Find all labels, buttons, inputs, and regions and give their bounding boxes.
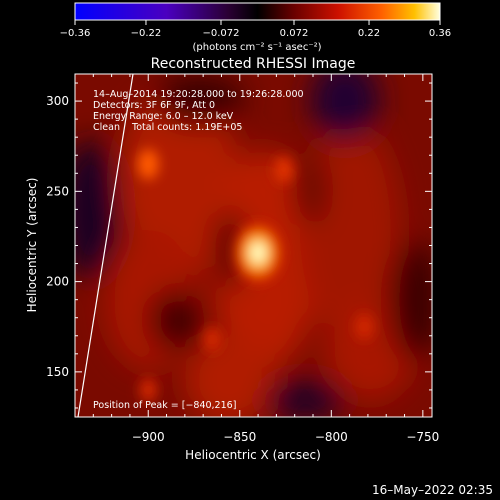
annotation-detectors: Detectors: 3F 6F 9F, Att 0 (93, 100, 215, 111)
x-tick-label: −800 (315, 430, 348, 444)
colorbar-tick-label: 0.36 (429, 28, 451, 39)
colorbar (74, 2, 441, 21)
colorbar-tick-label: −0.22 (131, 28, 162, 39)
footer-timestamp: 16–May–2022 02:35 (372, 483, 493, 497)
colorbar-units: (photons cm⁻² s⁻¹ asec⁻²) (192, 42, 321, 53)
source-blob (139, 377, 157, 403)
source-blobs (137, 149, 374, 403)
colorbar-ticks: −0.36 −0.22 −0.072 0.072 0.22 0.36 (60, 20, 451, 39)
annotation-energy: Energy Range: 6.0 – 12.0 keV (93, 111, 234, 122)
colorbar-tick-label: 0.072 (280, 28, 309, 39)
axes: −900 −850 −800 −750 150 200 250 300 (46, 74, 439, 444)
x-axis-label: Heliocentric X (arcsec) (185, 448, 321, 462)
y-tick-label: 300 (46, 94, 69, 108)
annotation-peak: Position of Peak = [−840,216] (93, 400, 236, 411)
x-tick-label: −900 (132, 430, 165, 444)
source-blob (274, 156, 294, 184)
annotation-time-range: 14–Aug–2014 19:20:28.000 to 19:26:28.000 (93, 89, 304, 100)
source-blob (137, 149, 159, 180)
source-blob (354, 313, 374, 341)
y-axis-label: Heliocentric Y (arcsec) (25, 178, 39, 313)
y-tick-label: 200 (46, 275, 69, 289)
x-tick-label: −850 (223, 430, 256, 444)
y-tick-label: 150 (46, 365, 69, 379)
y-tick-label: 250 (46, 184, 69, 198)
source-peak (250, 241, 267, 264)
solar-limb (77, 74, 134, 417)
x-tick-label: −750 (406, 430, 439, 444)
colorbar-tick-label: 0.22 (358, 28, 380, 39)
source-blob (203, 326, 222, 353)
annotation-clean: Clean Total counts: 1.19E+05 (93, 122, 242, 133)
colorbar-tick-label: −0.36 (60, 28, 91, 39)
chart-title: Reconstructed RHESSI Image (151, 56, 356, 72)
colorbar-tick-label: −0.072 (202, 28, 239, 39)
heatmap-image (75, 74, 432, 417)
